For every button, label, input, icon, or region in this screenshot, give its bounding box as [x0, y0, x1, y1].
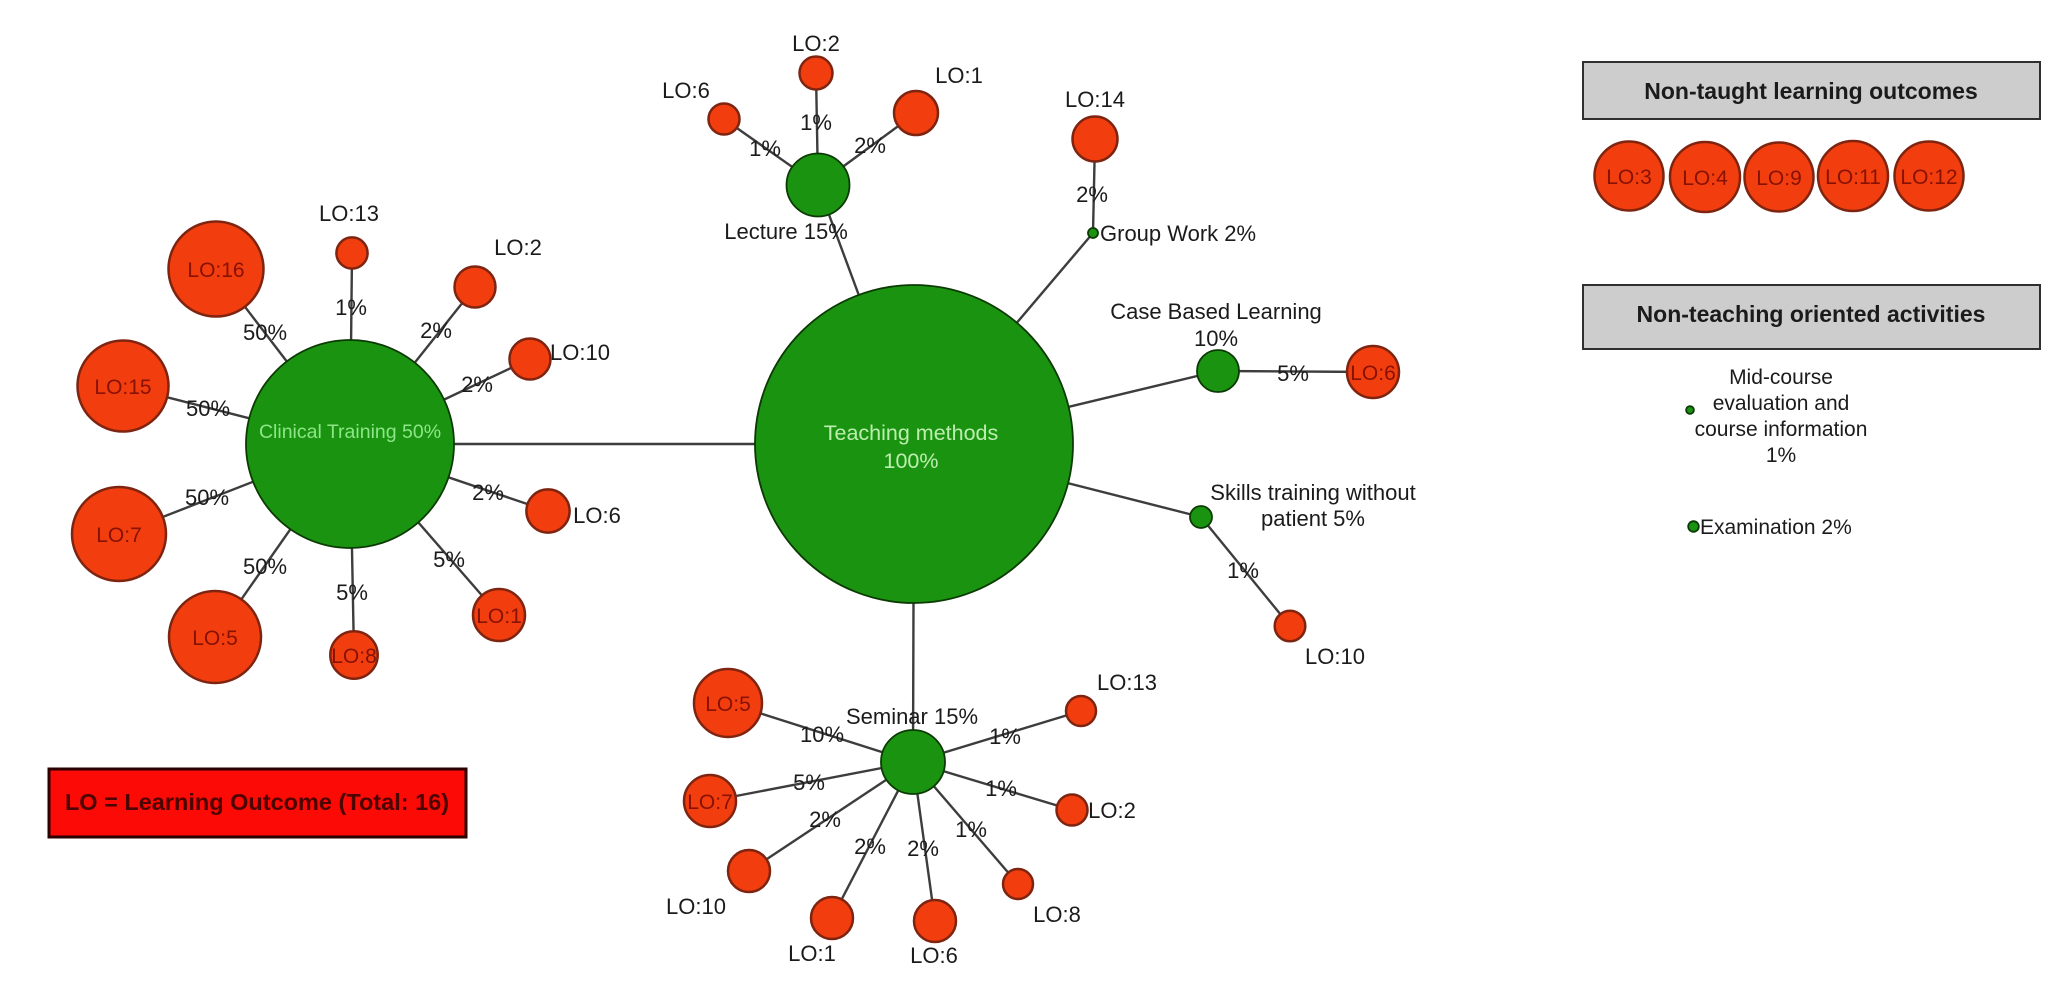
svg-text:LO:1: LO:1	[788, 941, 836, 966]
svg-text:Examination 2%: Examination 2%	[1700, 516, 1852, 539]
svg-text:LO:7: LO:7	[687, 791, 733, 814]
svg-text:LO:6: LO:6	[910, 943, 958, 968]
svg-text:LO:10: LO:10	[666, 894, 726, 919]
svg-text:LO:2: LO:2	[792, 31, 840, 56]
svg-text:100%: 100%	[884, 449, 939, 473]
svg-text:5%: 5%	[433, 547, 465, 572]
svg-text:Group Work 2%: Group Work 2%	[1100, 221, 1256, 246]
svg-text:Non-teaching oriented activiti: Non-teaching oriented activities	[1637, 301, 1986, 327]
svg-text:course information: course information	[1695, 418, 1868, 441]
svg-text:LO:4: LO:4	[1682, 167, 1728, 190]
svg-text:1%: 1%	[955, 817, 987, 842]
svg-text:10%: 10%	[1194, 326, 1238, 351]
svg-text:LO:3: LO:3	[1606, 166, 1652, 189]
svg-text:1%: 1%	[749, 136, 781, 161]
svg-text:Teaching methods: Teaching methods	[824, 421, 999, 445]
svg-text:Case Based Learning: Case Based Learning	[1110, 299, 1322, 324]
svg-text:LO:12: LO:12	[1900, 166, 1957, 189]
svg-text:LO:11: LO:11	[1825, 166, 1881, 189]
svg-text:LO = Learning Outcome (Total:: LO = Learning Outcome (Total: 16)	[65, 789, 449, 815]
svg-text:LO:2: LO:2	[494, 235, 542, 260]
svg-text:10%: 10%	[800, 722, 844, 747]
svg-text:Seminar 15%: Seminar 15%	[846, 704, 978, 729]
svg-text:LO:10: LO:10	[1305, 644, 1365, 669]
svg-text:2%: 2%	[461, 372, 493, 397]
svg-text:Skills training without: Skills training without	[1210, 480, 1415, 505]
svg-text:1%: 1%	[1227, 558, 1259, 583]
svg-text:2%: 2%	[472, 480, 504, 505]
svg-text:LO:13: LO:13	[1097, 670, 1157, 695]
svg-text:Lecture 15%: Lecture 15%	[724, 219, 848, 244]
svg-text:LO:8: LO:8	[1033, 902, 1081, 927]
svg-text:Clinical Training 50%: Clinical Training 50%	[259, 421, 441, 443]
svg-text:2%: 2%	[854, 133, 886, 158]
svg-text:2%: 2%	[907, 836, 939, 861]
svg-text:LO:6: LO:6	[1350, 362, 1396, 385]
svg-text:Non-taught learning outcomes: Non-taught learning outcomes	[1644, 78, 1978, 104]
svg-text:1%: 1%	[335, 295, 367, 320]
svg-text:2%: 2%	[420, 318, 452, 343]
svg-text:2%: 2%	[809, 807, 841, 832]
svg-text:LO:9: LO:9	[1756, 167, 1802, 190]
svg-text:LO:5: LO:5	[192, 627, 238, 650]
svg-text:LO:8: LO:8	[331, 645, 377, 668]
svg-text:1%: 1%	[989, 724, 1021, 749]
svg-text:2%: 2%	[1076, 182, 1108, 207]
svg-text:50%: 50%	[243, 554, 287, 579]
svg-text:LO:14: LO:14	[1065, 87, 1125, 112]
svg-text:1%: 1%	[1766, 444, 1796, 467]
svg-text:LO:16: LO:16	[187, 259, 244, 282]
svg-text:Mid-course: Mid-course	[1729, 366, 1833, 389]
svg-text:5%: 5%	[336, 580, 368, 605]
svg-text:LO:2: LO:2	[1088, 798, 1136, 823]
svg-text:LO:7: LO:7	[96, 524, 142, 547]
svg-text:2%: 2%	[854, 834, 886, 859]
svg-text:LO:15: LO:15	[94, 376, 151, 399]
svg-text:1%: 1%	[800, 110, 832, 135]
svg-text:50%: 50%	[186, 396, 230, 421]
svg-text:LO:6: LO:6	[573, 503, 621, 528]
svg-text:5%: 5%	[793, 770, 825, 795]
svg-text:patient 5%: patient 5%	[1261, 506, 1365, 531]
svg-text:LO:13: LO:13	[319, 201, 379, 226]
svg-text:LO:1: LO:1	[476, 605, 522, 628]
svg-text:LO:10: LO:10	[550, 340, 610, 365]
svg-text:5%: 5%	[1277, 361, 1309, 386]
svg-text:LO:5: LO:5	[705, 693, 751, 716]
svg-text:50%: 50%	[243, 320, 287, 345]
svg-text:1%: 1%	[985, 776, 1017, 801]
svg-text:evaluation and: evaluation and	[1713, 392, 1850, 415]
svg-text:LO:6: LO:6	[662, 78, 710, 103]
svg-text:LO:1: LO:1	[935, 63, 983, 88]
svg-text:50%: 50%	[185, 485, 229, 510]
